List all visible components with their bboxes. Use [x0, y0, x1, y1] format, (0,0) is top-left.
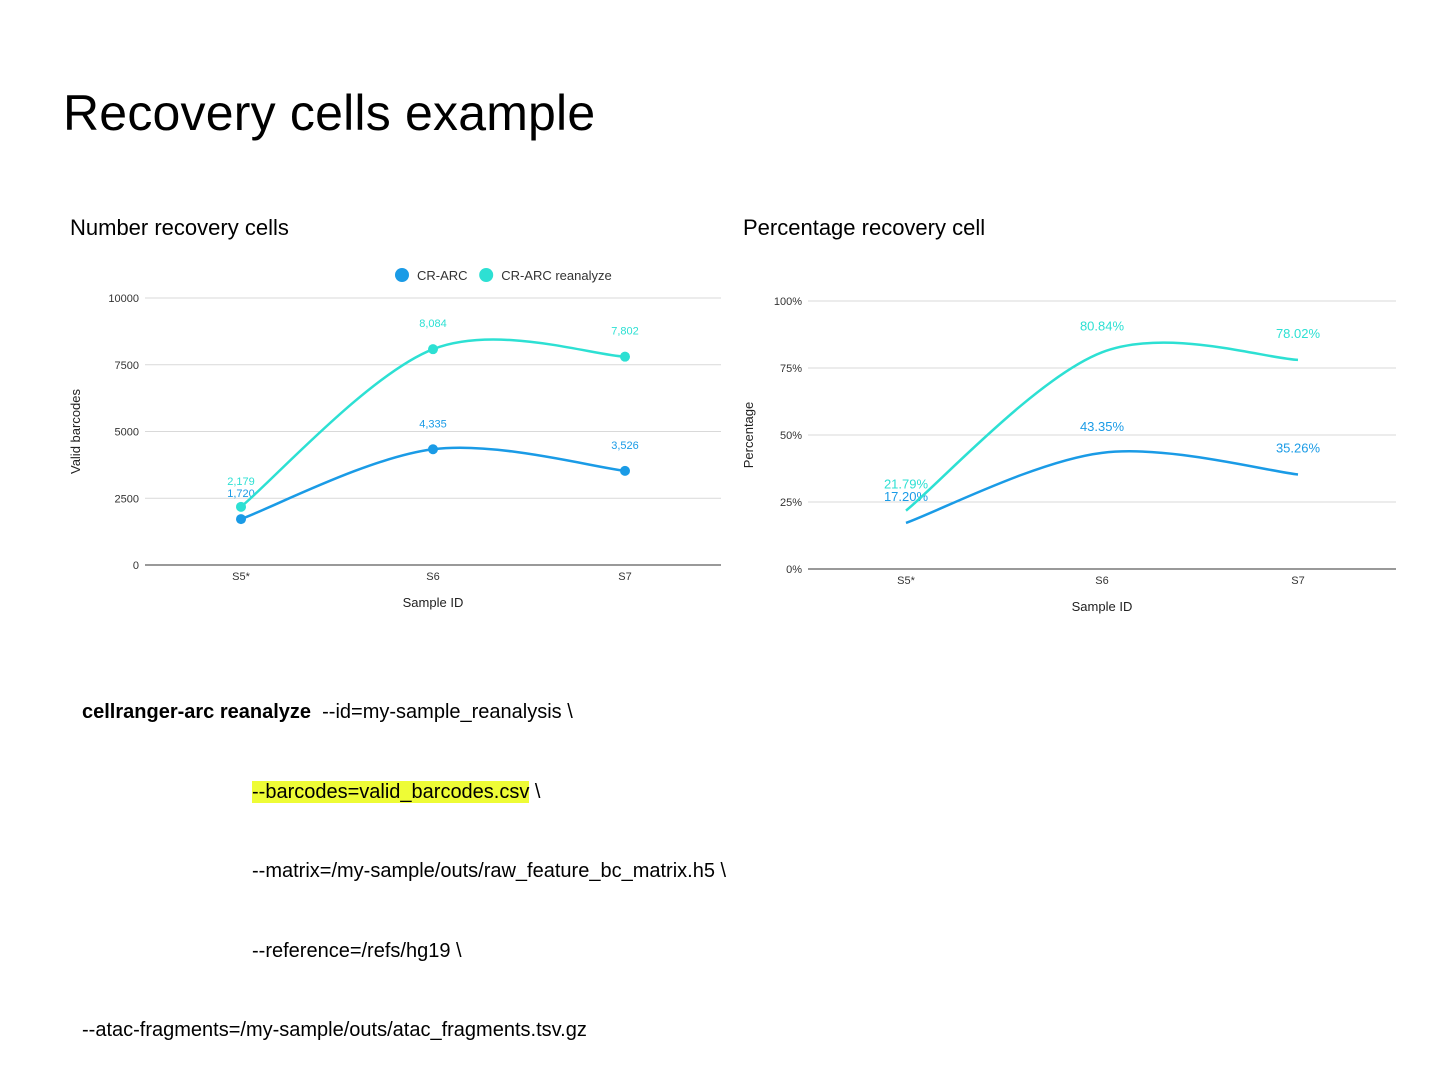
command-name: cellranger-arc reanalyze: [82, 701, 312, 723]
x-tick-label: S7: [1291, 575, 1304, 587]
chart-title-number-recovery: Number recovery cells: [70, 215, 289, 240]
x-tick-label: S5*: [232, 571, 250, 583]
data-label: 4,335: [419, 418, 447, 430]
y-tick-label: 7500: [115, 360, 139, 372]
command-line-5: --atac-fragments=/my-sample/outs/atac_fr…: [82, 1017, 726, 1044]
data-label: 8,084: [419, 318, 447, 330]
data-label: 80.84%: [1080, 318, 1125, 333]
command-block: cellranger-arc reanalyze --id=my-sample_…: [82, 646, 726, 1070]
x-tick-label: S6: [1095, 575, 1108, 587]
data-point: [428, 444, 438, 455]
data-point: [236, 501, 246, 512]
y-tick-label: 25%: [780, 497, 802, 509]
x-axis-title: Sample ID: [1072, 599, 1133, 614]
legend-label: CR-ARC reanalyze: [501, 268, 612, 283]
x-tick-label: S5*: [897, 575, 915, 587]
command-line-2: --barcodes=valid_barcodes.csv \: [82, 779, 726, 806]
command-line-4: --reference=/refs/hg19 \: [82, 938, 726, 965]
data-label: 3,526: [611, 440, 639, 452]
command-arg-id: --id=my-sample_reanalysis \: [311, 701, 573, 723]
x-tick-label: S6: [426, 571, 439, 583]
chart-title-percentage-recovery: Percentage recovery cell: [743, 215, 986, 240]
y-axis-title: Percentage: [741, 402, 756, 469]
data-label: 78.02%: [1276, 326, 1321, 341]
data-label: 2,179: [227, 476, 255, 488]
data-point: [620, 465, 630, 476]
x-axis-title: Sample ID: [403, 595, 464, 610]
line-continuation: \: [529, 780, 541, 803]
slide-title: Recovery cells example: [63, 85, 596, 141]
command-arg-matrix: --matrix=/my-sample/outs/raw_feature_bc_…: [252, 860, 727, 882]
data-point: [236, 514, 246, 525]
data-label: 7,802: [611, 326, 639, 338]
y-tick-label: 100%: [774, 296, 802, 308]
command-line-1: cellranger-arc reanalyze --id=my-sample_…: [82, 699, 726, 726]
command-line-3: --matrix=/my-sample/outs/raw_feature_bc_…: [82, 858, 726, 885]
data-label: 21.79%: [884, 477, 929, 492]
y-tick-label: 0%: [786, 564, 802, 576]
command-arg-reference: --reference=/refs/hg19 \: [252, 939, 462, 962]
data-label: 43.35%: [1080, 419, 1125, 434]
y-axis-title: Valid barcodes: [68, 388, 83, 474]
series-line: [905, 341, 1299, 512]
series-line: [905, 450, 1299, 525]
y-tick-label: 5000: [115, 427, 139, 439]
y-tick-label: 50%: [780, 430, 802, 442]
number-recovery-chart: 0 2500 5000 7500 10000 S5* S6 S7 Sample ID Valid …: [68, 268, 721, 610]
data-label: 35.26%: [1276, 441, 1321, 456]
x-tick-label: S7: [618, 571, 631, 583]
y-tick-label: 0: [133, 560, 139, 572]
data-label: 1,720: [227, 488, 255, 500]
data-point: [620, 351, 630, 362]
y-tick-label: 10000: [108, 293, 139, 305]
percentage-recovery-chart: 0% 25% 50% 75% 100% S5* S6 S7 Sample ID Percentag…: [741, 296, 1396, 614]
y-tick-label: 2500: [115, 493, 139, 505]
series-line: [240, 446, 626, 521]
y-tick-label: 75%: [780, 363, 802, 375]
command-arg-atac-fragments: --atac-fragments=/my-sample/outs/atac_fr…: [82, 1019, 587, 1041]
command-arg-barcodes-highlighted: --barcodes=valid_barcodes.csv: [252, 780, 530, 803]
legend-marker: [395, 268, 409, 282]
legend-label: CR-ARC: [417, 268, 468, 283]
data-point: [428, 344, 438, 355]
legend-marker: [479, 268, 494, 282]
